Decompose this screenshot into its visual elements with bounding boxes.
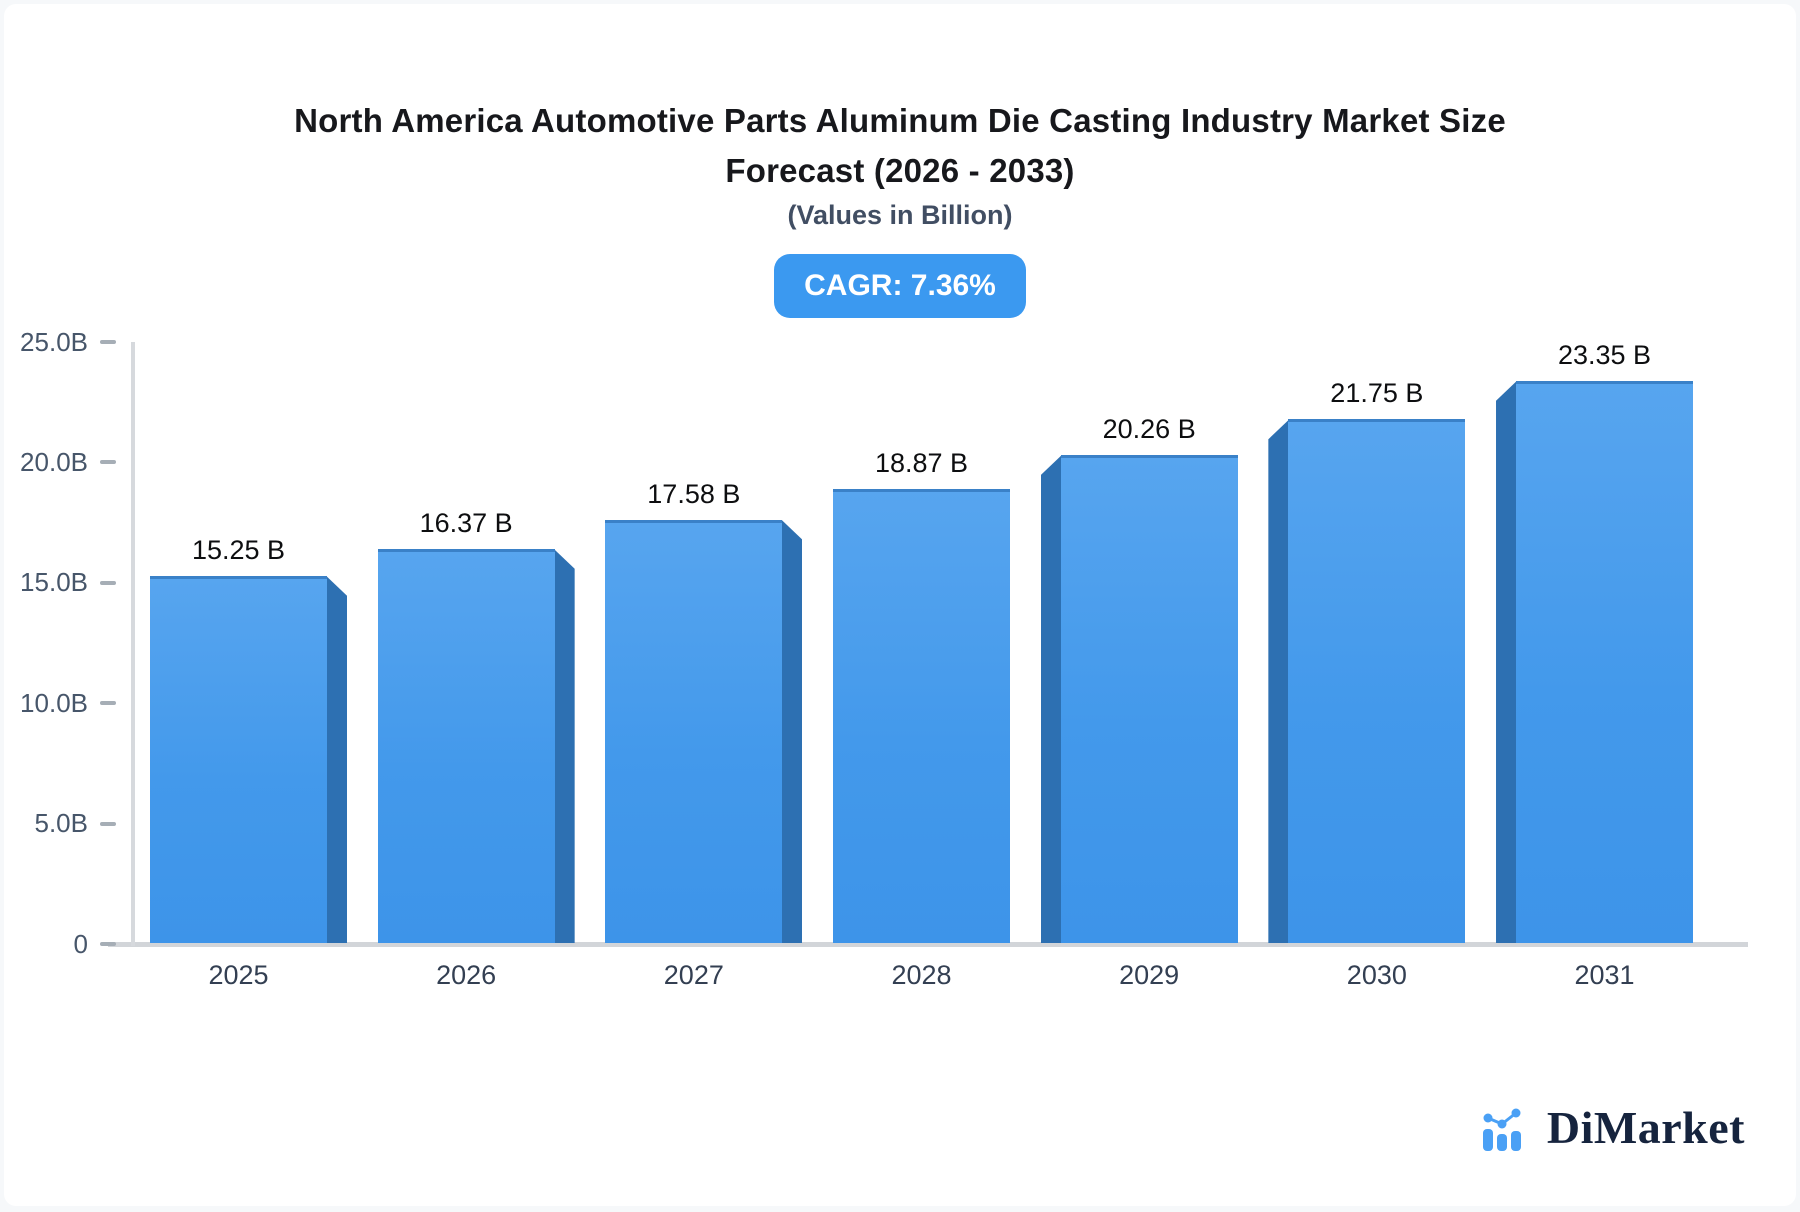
bar (150, 575, 327, 943)
cagr-badge-wrap: CAGR: 7.36% (4, 254, 1796, 318)
x-axis-label: 2030 (1346, 960, 1407, 990)
bar-value-label: 23.35 B (1557, 339, 1652, 370)
y-axis-tick-label: 15.0B (20, 567, 88, 598)
bar-chart: 25.0B 20.0B 15.0B 10.0B 5.0B 0 15.25 B 2025 16.… (4, 327, 1796, 1042)
page-title-line-2: Forecast (2026 - 2033) (725, 152, 1075, 189)
bar-value-label: 16.37 B (419, 507, 513, 538)
bar (1516, 380, 1694, 943)
bar-3d-side (553, 548, 575, 943)
bar-3d-side (781, 519, 803, 943)
brand-logo: DiMarket (1481, 1101, 1745, 1154)
y-axis-tick: 20.0B (4, 446, 116, 478)
bar (1060, 455, 1238, 943)
bar-chart-trend-icon (1482, 1108, 1521, 1151)
y-axis-tick-label: 10.0B (20, 687, 88, 718)
y-axis-tick-mark (100, 580, 116, 585)
y-axis-tick: 10.0B (4, 687, 116, 719)
bar-value-label: 20.26 B (1102, 414, 1196, 445)
x-axis-line (108, 942, 1748, 947)
page-title-line-1: North America Automotive Parts Aluminum … (294, 102, 1506, 139)
y-axis-tick-mark (100, 460, 116, 465)
cagr-badge: CAGR: 7.36% (774, 254, 1026, 318)
y-axis-tick: 5.0B (4, 808, 116, 840)
page-subtitle: (Values in Billion) (787, 200, 1013, 230)
y-axis-tick-label: 0 (73, 928, 88, 959)
y-axis-tick-mark (100, 942, 116, 946)
y-axis-tick: 0 (4, 928, 116, 960)
y-axis-tick-mark (100, 340, 116, 344)
x-axis-label: 2029 (1119, 960, 1180, 990)
bar (377, 548, 555, 943)
bar (833, 488, 1010, 943)
bar-3d-side (326, 575, 347, 943)
y-axis-line (131, 342, 135, 946)
brand-name: DiMarket (1546, 1102, 1745, 1153)
bar (1288, 419, 1466, 943)
bar-value-label: 17.58 B (647, 478, 741, 509)
y-axis-tick-label: 20.0B (20, 446, 88, 477)
y-axis-tick: 25.0B (4, 326, 116, 358)
bar-3d-side (1268, 419, 1290, 943)
y-axis-tick-label: 5.0B (34, 808, 89, 839)
bar (605, 519, 783, 943)
y-axis-tick-mark (100, 701, 116, 706)
bar-3d-side (1040, 455, 1062, 943)
x-axis-label: 2031 (1574, 960, 1635, 990)
y-axis-tick-label: 25.0B (20, 326, 88, 357)
y-axis-tick-mark (100, 821, 116, 826)
bar-value-label: 21.75 B (1330, 378, 1424, 409)
bar-value-label: 15.25 B (191, 534, 286, 565)
page-title: North America Automotive Parts Aluminum … (4, 96, 1796, 196)
x-axis-label: 2025 (208, 960, 269, 990)
x-axis-label: 2027 (663, 960, 724, 990)
x-axis-label: 2026 (436, 960, 497, 990)
chart-card: North America Automotive Parts Aluminum … (4, 4, 1796, 1206)
x-axis-label: 2028 (891, 960, 952, 990)
bar-value-label: 18.87 B (874, 447, 969, 478)
bar-3d-side (1496, 380, 1518, 943)
y-axis-tick: 15.0B (4, 567, 116, 599)
